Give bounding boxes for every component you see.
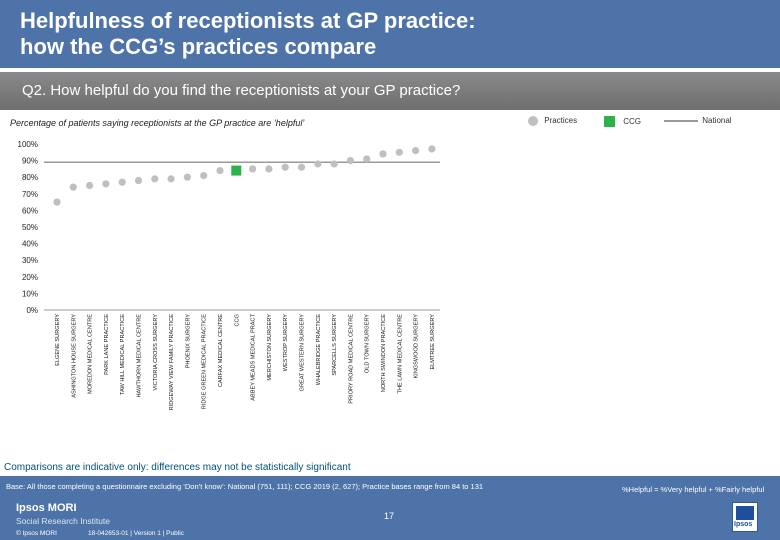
category-label: GREAT WESTERN SURGERY [300,314,306,392]
legend-ccg-label: CCG [623,116,642,126]
category-label: ELMTREE SURGERY [430,314,436,370]
category-label: RIDGEWAY VIEW FAMILY PRACTICE [169,314,175,411]
category-label: CCG [234,314,240,326]
category-label: ABBEY MEADS MEDICAL PRACT [251,313,257,400]
category-label: MOREDON MEDICAL CENTRE [88,314,94,394]
legend-national-label: National [702,116,732,125]
y-tick-label: 0% [26,306,38,315]
y-tick-label: 90% [22,157,38,166]
copyright: © Ipsos MORI [16,530,57,537]
category-label: HAWTHORN MEDICAL CENTRE [137,314,143,398]
category-label: SPARCELLS SURGERY [332,314,338,376]
question-text: Q2. How helpful do you find the receptio… [22,82,461,99]
practice-dot [412,147,420,155]
y-tick-label: 10% [22,289,38,298]
practice-dot [363,155,371,163]
category-label: ELGENE SURGERY [55,314,61,366]
practice-dot [69,183,77,191]
practice-dot [118,178,126,186]
category-label: WHALEBRIDGE PRACTICE [316,314,322,385]
chart-subtitle: Percentage of patients saying receptioni… [10,118,305,128]
practice-dot [395,148,403,156]
category-label: MERCHISTON SURGERY [267,314,273,381]
question-bar [0,72,780,110]
category-label: NORTH SWINDON PRACTICE [381,314,387,392]
practice-dot [216,166,224,175]
page-number: 17 [384,511,395,521]
y-tick-label: 30% [22,256,38,265]
job-reference: 18-042653-01 | Version 1 | Public [88,530,184,537]
ccg-marker [231,165,242,176]
logo-text: Ipsos [734,521,753,528]
logo-square [736,506,754,520]
practice-dot [102,180,110,188]
practice-dot [183,173,191,181]
practice-dot [379,150,387,158]
y-tick-label: 20% [22,273,38,282]
practices-chart: 100% 90% 80% 70% 60% 50% 40% 30% 20% 10% 0% ELGENE … [18,140,440,411]
practice-dot [167,175,175,183]
legend-practices-label: Practices [544,116,578,126]
practice-dot [265,165,273,173]
category-label: PARK LANE PRACTICE [104,314,110,375]
legend-practices: Practices [528,116,577,130]
category-label: TAW HILL MEDICAL PRACTICE [120,314,126,395]
page-title-line-2: how the CCG’s practices compare [20,34,377,59]
category-label: OLD TOWN SURGERY [365,314,371,373]
practice-dot [249,165,257,173]
practice-dot [134,176,143,185]
legend-national: National [664,116,732,130]
practice-dot [297,163,306,171]
y-tick-label: 100% [18,140,38,149]
practice-dot [330,160,338,168]
practice-dot [281,163,289,171]
y-tick-label: 40% [22,240,38,249]
category-label: WESTROP SURGERY [283,314,289,372]
definition-note: %Helpful = %Very helpful + %Fairly helpf… [622,485,765,494]
category-label: PHOENIX SURGERY [185,314,191,369]
category-label: ASHINGTON HOUSE SURGERY [71,314,77,398]
y-tick-label: 70% [22,190,38,199]
ipsos-logo-icon: Ipsos [732,502,758,532]
page-title-line-1: Helpfulness of receptionists at GP pract… [20,8,476,33]
y-tick-label: 80% [22,173,38,182]
ccg-square-icon [604,116,615,127]
footer-bar [0,476,780,540]
practice-dot [314,160,322,168]
category-label: THE LAWN MEDICAL CENTRE [397,314,403,394]
y-tick-label: 50% [22,223,38,232]
category-label: KINGSWOOD SURGERY [414,314,420,379]
category-label: VICTORIA CROSS SURGERY [153,314,159,391]
practice-dot [346,157,354,165]
practice-dot [200,171,208,180]
header-bar [0,0,780,68]
brand-name: Ipsos MORI [16,502,77,514]
practice-dot-icon [528,116,538,126]
y-tick-label: 60% [22,206,38,215]
category-label: RIDGE GREEN MEDICAL PRACTICE [202,314,208,409]
brand-subtitle: Social Research Institute [16,516,111,526]
practice-dot [86,181,94,190]
category-label: CARFAX MEDICAL CENTRE [218,314,224,387]
legend-ccg: CCG [604,116,641,130]
national-line-icon [664,119,698,122]
disclaimer-text: Comparisons are indicative only: differe… [4,462,351,473]
practice-dot [53,198,61,206]
category-label: PRIORY ROAD MEDICAL CENTRE [348,314,354,404]
base-note: Base: All those completing a questionnai… [6,482,484,491]
practice-dot [428,145,436,153]
practice-dot [151,175,159,183]
